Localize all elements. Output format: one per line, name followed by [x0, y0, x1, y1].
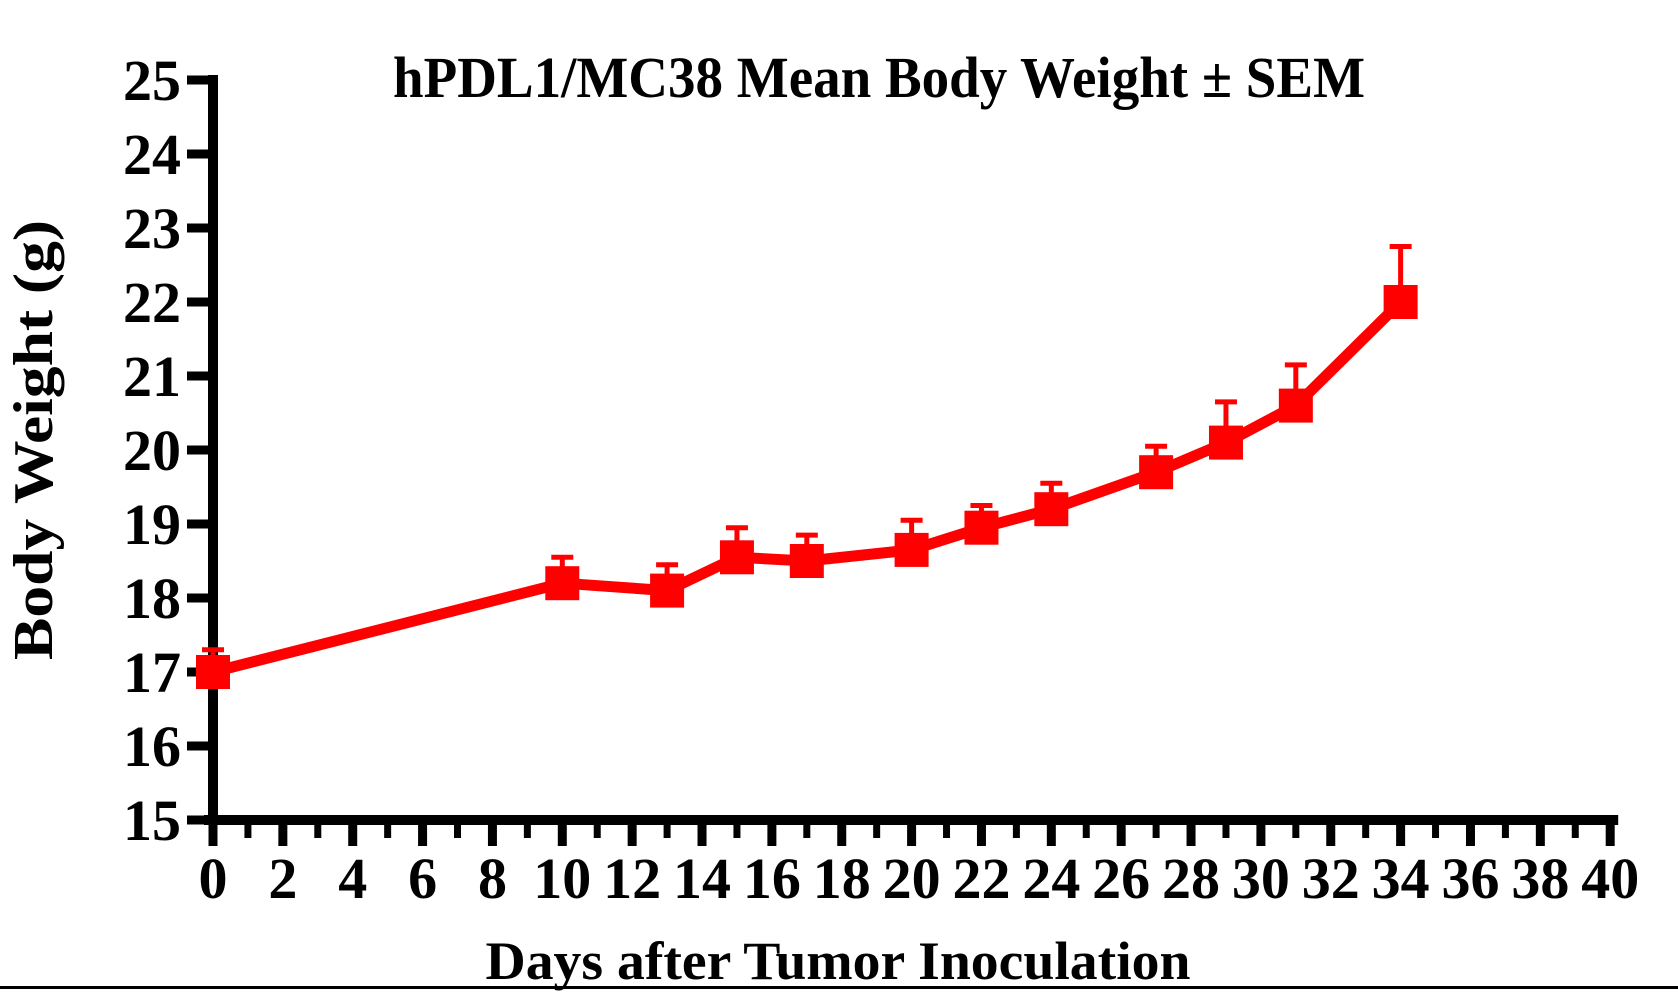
y-tick-label: 18 — [123, 566, 181, 631]
data-point-marker — [1278, 388, 1313, 423]
data-point-marker — [1383, 285, 1418, 319]
y-tick-label: 20 — [123, 418, 181, 483]
y-tick-label: 21 — [123, 344, 181, 409]
data-point-marker — [789, 544, 824, 578]
data-point-marker — [1034, 492, 1069, 527]
data-point-marker — [650, 573, 685, 608]
data-point-marker — [1139, 455, 1174, 490]
series-line — [211, 298, 1405, 678]
data-point-marker — [719, 540, 754, 575]
data-point-marker — [894, 532, 929, 567]
x-tick-label: 14 — [673, 846, 731, 911]
x-tick-label: 10 — [533, 846, 591, 911]
chart-title: hPDL1/MC38 Mean Body Weight ± SEM — [393, 45, 1365, 110]
x-tick-label: 28 — [1162, 846, 1220, 911]
y-axis-title: Body Weight (g) — [3, 220, 65, 660]
y-tick-label: 17 — [123, 640, 181, 705]
x-tick-label: 26 — [1092, 846, 1150, 911]
x-tick-label: 20 — [883, 846, 941, 911]
x-tick-label: 4 — [338, 846, 367, 911]
y-tick-label: 15 — [123, 788, 181, 853]
data-point-marker — [1208, 425, 1243, 460]
y-tick-label: 19 — [123, 492, 181, 557]
data-point-marker — [196, 655, 230, 689]
x-tick-label: 8 — [478, 846, 507, 911]
x-tick-label: 32 — [1302, 846, 1360, 911]
x-axis-title: Days after Tumor Inoculation — [486, 931, 1191, 991]
x-tick-label: 12 — [603, 846, 661, 911]
x-tick-label: 24 — [1022, 846, 1080, 911]
data-point-marker — [545, 566, 580, 601]
x-tick-label: 2 — [268, 846, 297, 911]
x-tick-label: 34 — [1372, 846, 1430, 911]
x-tick-label: 6 — [408, 846, 437, 911]
y-tick-label: 23 — [123, 196, 181, 261]
x-tick-label: 18 — [813, 846, 871, 911]
data-point-marker — [964, 510, 999, 545]
y-tick-label: 25 — [123, 48, 181, 113]
x-tick-label: 30 — [1232, 846, 1290, 911]
x-tick-label: 36 — [1441, 846, 1499, 911]
x-tick-label: 16 — [743, 846, 801, 911]
y-tick-label: 22 — [123, 270, 181, 335]
y-tick-label: 16 — [123, 714, 181, 779]
x-tick-label: 40 — [1581, 846, 1639, 911]
x-tick-label: 22 — [952, 846, 1010, 911]
y-tick-label: 24 — [123, 122, 181, 187]
bottom-rule — [0, 986, 1678, 989]
x-tick-label: 38 — [1511, 846, 1569, 911]
x-tick-label: 0 — [199, 846, 228, 911]
